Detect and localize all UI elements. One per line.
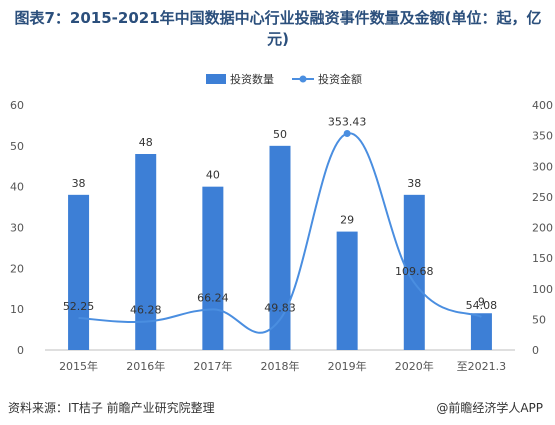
bar-value-label: 29: [340, 214, 354, 227]
bar: [135, 154, 157, 350]
x-tick-label: 2016年: [126, 359, 165, 373]
line-series: [78, 130, 482, 334]
right-axis: 0 50 100 150 200 250 300 350 400: [532, 99, 553, 357]
line-value-label: 49.83: [264, 301, 296, 314]
line-path: [78, 132, 482, 334]
bar-value-label: 38: [407, 177, 421, 190]
bar: [269, 145, 291, 350]
right-tick-label: 400: [532, 99, 553, 112]
data-labels: 38 48 40 50 29 38 9 52.25 46.28 66.24 49.83 353.43 1…: [63, 116, 497, 317]
left-axis: 0 10 20 30 40 50 60: [10, 99, 24, 357]
legend-marker-line: [299, 75, 307, 83]
bar-value-label: 40: [206, 169, 220, 182]
bar: [68, 194, 90, 350]
left-tick-label: 20: [10, 262, 24, 275]
left-tick-label: 50: [10, 140, 24, 153]
x-tick-label: 2017年: [193, 359, 232, 373]
right-tick-label: 300: [532, 160, 553, 173]
right-tick-label: 100: [532, 283, 553, 296]
line-value-label: 46.28: [130, 304, 162, 317]
line-value-label: 109.68: [395, 265, 434, 278]
bar: [470, 313, 492, 350]
bar: [403, 194, 425, 350]
legend-label-bar: 投资数量: [230, 72, 274, 86]
bar: [336, 231, 358, 350]
line-value-label: 353.43: [328, 116, 367, 129]
source-note: 资料来源：IT桔子 前瞻产业研究院整理: [8, 401, 215, 415]
left-tick-label: 10: [10, 303, 24, 316]
credit-note: @前瞻经济学人APP: [436, 401, 543, 415]
left-tick-label: 0: [17, 344, 24, 357]
legend-swatch-bar: [206, 74, 226, 84]
right-tick-label: 150: [532, 252, 553, 265]
left-tick-label: 60: [10, 99, 24, 112]
x-tick-label: 2018年: [261, 359, 300, 373]
right-tick-label: 350: [532, 130, 553, 143]
x-tick-label: 2019年: [328, 359, 367, 373]
left-tick-label: 30: [10, 222, 24, 235]
right-tick-label: 0: [532, 344, 539, 357]
line-value-label: 52.25: [63, 300, 95, 313]
legend: 投资数量 投资金额: [206, 72, 362, 86]
bar-value-label: 48: [139, 136, 153, 149]
chart-title: 图表7：2015-2021年中国数据中心行业投融资事件数量及金额(单位：起，亿元…: [14, 9, 542, 48]
right-tick-label: 200: [532, 222, 553, 235]
left-tick-label: 40: [10, 181, 24, 194]
bar-value-label: 38: [72, 177, 86, 190]
line-value-label: 54.08: [466, 299, 498, 312]
x-tick-label: 至2021.3: [457, 360, 507, 373]
bar: [202, 186, 224, 350]
x-tick-label: 2020年: [395, 359, 434, 373]
line-value-label: 66.24: [197, 291, 229, 304]
right-tick-label: 50: [532, 313, 546, 326]
bar-value-label: 50: [273, 128, 287, 141]
x-axis: 2015年 2016年 2017年 2018年 2019年 2020年 至2021.3: [45, 349, 515, 373]
x-tick-label: 2015年: [59, 359, 98, 373]
right-tick-label: 250: [532, 191, 553, 204]
legend-label-line: 投资金额: [318, 72, 362, 86]
line-point: [343, 130, 351, 138]
bar-value-label: 9: [478, 295, 485, 308]
